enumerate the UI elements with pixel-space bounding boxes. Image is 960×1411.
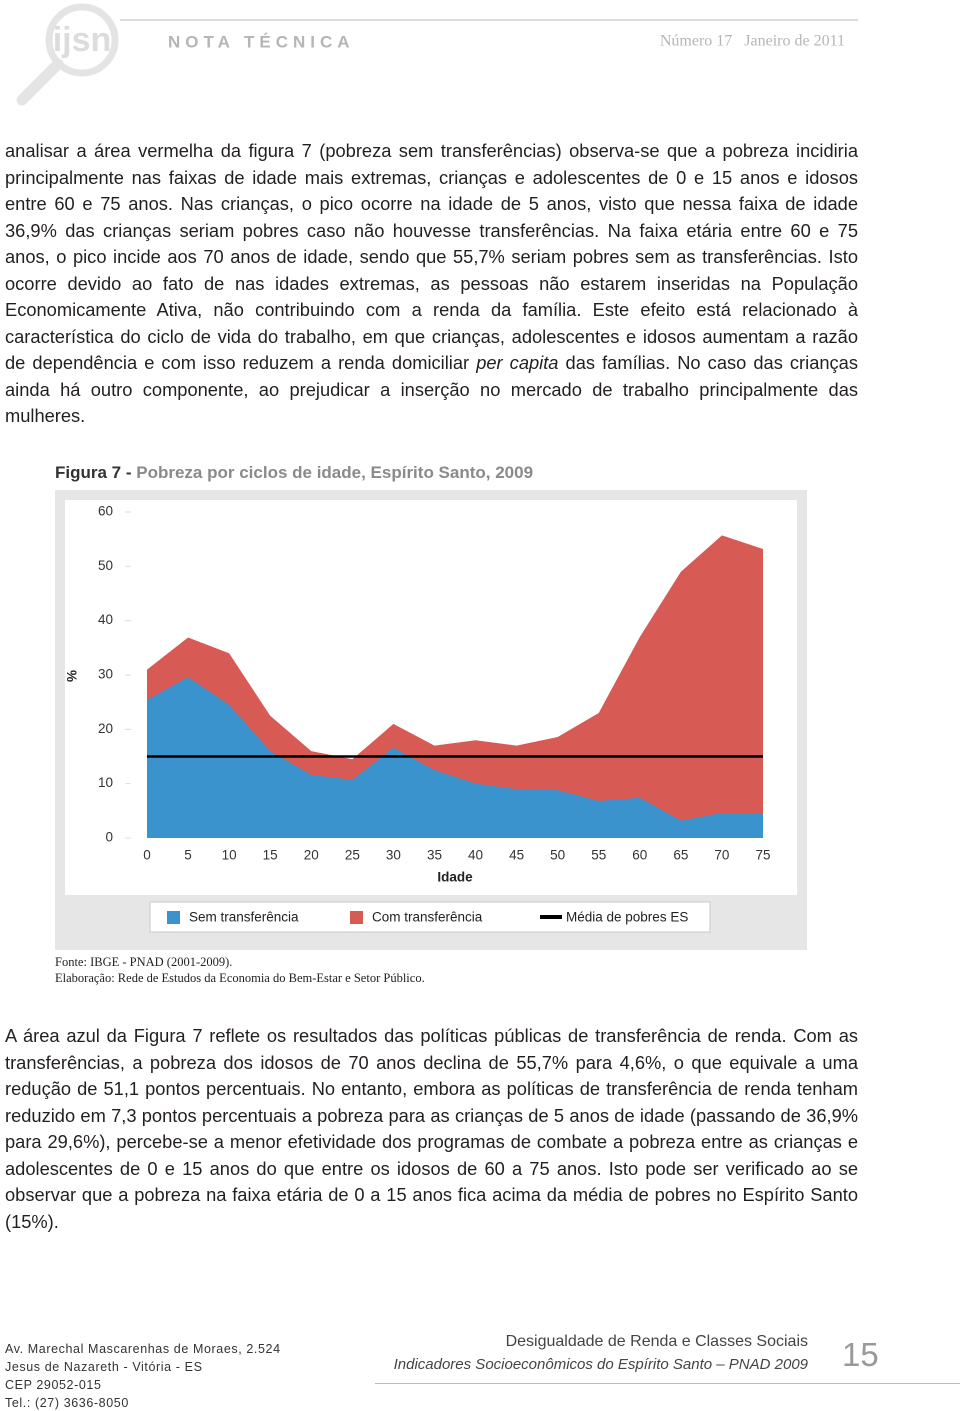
logo-handle [16,58,64,106]
chart: Idade % 0 10 20 30 40 50 60 0 5 10 15 20 25 30 35 40 45 5… [55,490,807,950]
x-tick-label: 35 [427,848,442,863]
y-axis-label: % [65,670,80,682]
publication: Desigualdade de Renda e Classes Sociais [505,1333,808,1350]
italic-text: per capita [476,352,559,373]
address-line: Tel.: (27) 3636-8050 [5,1396,129,1410]
x-tick-label: 65 [673,848,688,863]
paragraph: analisar a área vermelha da figura 7 (po… [5,138,858,430]
x-tick-label: 25 [345,848,360,863]
y-tick-label: 10 [98,775,113,790]
x-axis-label: Idade [437,870,473,885]
y-tick-label: 20 [98,721,113,736]
x-tick-label: 75 [755,848,770,863]
credit: Elaboração: Rede de Estudos da Economia … [55,971,425,985]
x-tick-label: 55 [591,848,606,863]
x-tick-label: 30 [386,848,401,863]
legend-swatch [167,911,180,924]
page-number: 15 [842,1336,879,1373]
y-tick-label: 0 [105,830,113,845]
address-line: Av. Marechal Mascarenhas de Moraes, 2.52… [5,1342,281,1356]
x-tick-label: 70 [714,848,729,863]
x-tick-label: 5 [184,848,192,863]
y-tick-label: 40 [98,612,113,627]
y-tick-label: 50 [98,558,113,573]
text: das famílias. No caso das crianças ainda… [5,352,858,426]
x-tick-label: 10 [222,848,237,863]
area [147,535,763,838]
x-tick-label: 45 [509,848,524,863]
x-tick-label: 20 [304,848,319,863]
figure-caption: Pobreza por ciclos de idade, Espírito Sa… [136,463,534,482]
x-tick-label: 40 [468,848,483,863]
logo: ijsn [53,21,112,59]
x-tick-label: 0 [143,848,151,863]
address-line: Jesus de Nazareth - Vitória - ES [5,1360,203,1374]
y-tick-label: 60 [98,504,113,519]
legend-swatch [350,911,363,924]
figure-label: Figura 7 - [55,463,132,482]
legend-label: Sem transferência [189,910,299,925]
legend-label: Com transferência [372,910,483,925]
source: Fonte: IBGE - PNAD (2001-2009). [55,955,233,969]
legend-box [149,901,711,933]
y-tick-label: 30 [98,667,113,682]
publication-subtitle: Indicadores Socioeconômicos do Espírito … [393,1356,808,1373]
address-line: CEP 29052-015 [5,1378,102,1392]
series-title: NOTA TÉCNICA [168,32,355,51]
footer-rule [375,1383,960,1384]
issue: Número 17 Janeiro de 2011 [660,33,845,50]
x-tick-label: 50 [550,848,565,863]
x-tick-label: 60 [632,848,647,863]
paragraph: A área azul da Figura 7 reflete os resul… [5,1025,858,1232]
area [147,677,763,838]
header: ijsn NOTA TÉCNICA Número 17 Janeiro de 2… [16,3,858,106]
figure-title: Figura 7 - Pobreza por ciclos de idade, … [55,463,533,483]
x-tick-label: 15 [263,848,278,863]
text: analisar a área vermelha da figura 7 (po… [5,140,858,373]
logo-ring [45,3,119,77]
legend-label: Média de pobres ES [566,910,688,925]
